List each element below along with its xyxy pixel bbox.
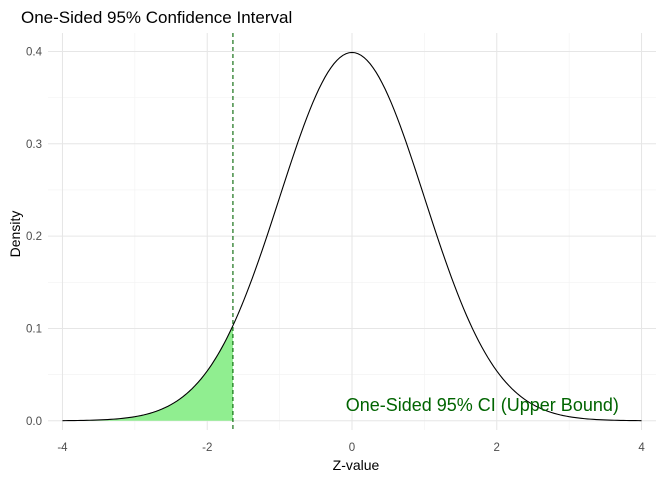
y-tick-label: 0.3 [26, 139, 42, 151]
density-curve-layer [62, 51, 642, 422]
density-curve [62, 51, 642, 422]
shaded-area [62, 325, 233, 421]
shaded-region-layer [62, 325, 233, 421]
x-tick-label: -4 [57, 442, 68, 454]
y-tick-label: 0.4 [26, 46, 43, 58]
x-axis-label: Z-value [333, 457, 380, 473]
chart-title: One-Sided 95% Confidence Interval [21, 8, 292, 27]
y-axis-label: Density [7, 211, 23, 258]
y-tick-label: 0.2 [26, 231, 42, 243]
x-tick-label: 2 [494, 442, 500, 454]
ticks: -4 -2 0 2 4 0.0 0.1 0.2 0.3 0.4 [26, 46, 645, 454]
y-tick-label: 0.1 [26, 323, 42, 335]
x-tick-label: 0 [349, 442, 355, 454]
x-tick-label: 4 [638, 442, 645, 454]
x-tick-label: -2 [202, 442, 212, 454]
grid [48, 33, 656, 430]
y-tick-label: 0.0 [26, 416, 42, 428]
annotation-label: One-Sided 95% CI (Upper Bound) [346, 395, 619, 415]
